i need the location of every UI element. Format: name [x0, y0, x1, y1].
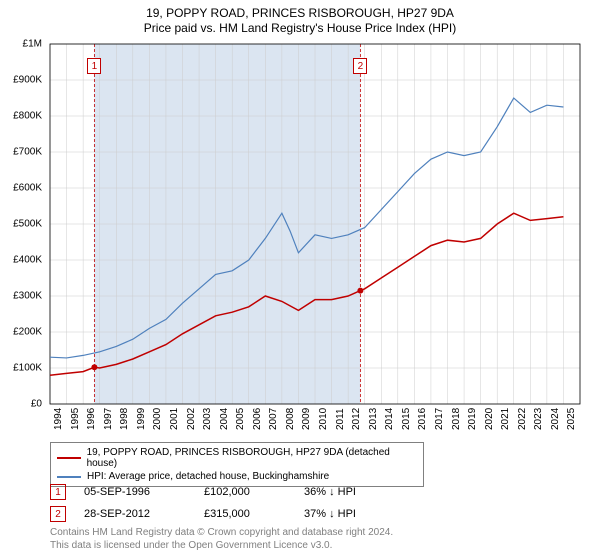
legend-label: 19, POPPY ROAD, PRINCES RISBOROUGH, HP27… — [87, 447, 417, 469]
y-tick-label: £900K — [13, 75, 42, 86]
y-tick-label: £600K — [13, 183, 42, 194]
transaction-price: £102,000 — [204, 486, 304, 498]
legend: 19, POPPY ROAD, PRINCES RISBOROUGH, HP27… — [50, 442, 424, 487]
y-tick-label: £0 — [31, 399, 42, 410]
x-tick-label: 1999 — [136, 408, 147, 430]
transaction-delta: 36% ↓ HPI — [304, 486, 404, 498]
x-tick-label: 2008 — [285, 408, 296, 430]
transaction-marker: 1 — [50, 484, 66, 500]
y-tick-label: £1M — [23, 39, 42, 50]
transaction-table: 1 05-SEP-1996£102,00036% ↓ HPI 2 28-SEP-201… — [50, 484, 404, 528]
x-tick-label: 1998 — [119, 408, 130, 430]
chart-marker-1: 1 — [87, 58, 101, 74]
x-tick-label: 2010 — [318, 408, 329, 430]
footer-line-1: Contains HM Land Registry data © Crown c… — [50, 526, 393, 539]
y-tick-label: £100K — [13, 363, 42, 374]
y-tick-label: £200K — [13, 327, 42, 338]
transaction-marker: 2 — [50, 506, 66, 522]
x-tick-label: 2012 — [351, 408, 362, 430]
x-axis: 1994 1995 1996 1997 1998 1999 2000 2001 2002 2003… — [50, 406, 580, 436]
chart-title-subtitle: Price paid vs. HM Land Registry's House … — [0, 21, 600, 35]
x-tick-label: 2013 — [368, 408, 379, 430]
x-tick-label: 2022 — [517, 408, 528, 430]
transaction-price: £315,000 — [204, 508, 304, 520]
x-tick-label: 2001 — [169, 408, 180, 430]
y-tick-label: £700K — [13, 147, 42, 158]
legend-swatch — [57, 457, 81, 459]
x-tick-label: 2016 — [417, 408, 428, 430]
footer-line-2: This data is licensed under the Open Gov… — [50, 539, 393, 552]
legend-item: HPI: Average price, detached house, Buck… — [57, 470, 417, 483]
x-tick-label: 2004 — [219, 408, 230, 430]
x-tick-label: 1996 — [86, 408, 97, 430]
x-tick-label: 2009 — [301, 408, 312, 430]
y-tick-label: £400K — [13, 255, 42, 266]
x-tick-label: 1995 — [70, 408, 81, 430]
x-tick-label: 2017 — [434, 408, 445, 430]
chart-marker-2: 2 — [353, 58, 367, 74]
x-tick-label: 2018 — [451, 408, 462, 430]
transaction-date: 05-SEP-1996 — [84, 486, 204, 498]
x-tick-label: 2019 — [467, 408, 478, 430]
x-tick-label: 2023 — [533, 408, 544, 430]
x-tick-label: 2014 — [384, 408, 395, 430]
x-tick-label: 2002 — [186, 408, 197, 430]
y-tick-label: £500K — [13, 219, 42, 230]
legend-label: HPI: Average price, detached house, Buck… — [87, 471, 329, 482]
transaction-row: 2 28-SEP-2012£315,00037% ↓ HPI — [50, 506, 404, 522]
transaction-date: 28-SEP-2012 — [84, 508, 204, 520]
chart-plot-area — [50, 44, 580, 404]
y-tick-label: £800K — [13, 111, 42, 122]
x-tick-label: 2021 — [500, 408, 511, 430]
x-tick-label: 2025 — [566, 408, 577, 430]
x-tick-label: 2007 — [268, 408, 279, 430]
transaction-row: 1 05-SEP-1996£102,00036% ↓ HPI — [50, 484, 404, 500]
x-tick-label: 2020 — [484, 408, 495, 430]
x-tick-label: 2011 — [335, 408, 346, 430]
legend-item: 19, POPPY ROAD, PRINCES RISBOROUGH, HP27… — [57, 446, 417, 470]
transaction-delta: 37% ↓ HPI — [304, 508, 404, 520]
y-axis: £0£100K£200K£300K£400K£500K£600K£700K£80… — [0, 44, 46, 404]
chart-title-address: 19, POPPY ROAD, PRINCES RISBOROUGH, HP27… — [0, 6, 600, 20]
legend-swatch — [57, 476, 81, 478]
x-tick-label: 2024 — [550, 408, 561, 430]
x-tick-label: 1994 — [53, 408, 64, 430]
x-tick-label: 2003 — [202, 408, 213, 430]
x-tick-label: 2005 — [235, 408, 246, 430]
x-tick-label: 2006 — [252, 408, 263, 430]
footer-attribution: Contains HM Land Registry data © Crown c… — [50, 526, 393, 552]
x-tick-label: 1997 — [103, 408, 114, 430]
y-tick-label: £300K — [13, 291, 42, 302]
x-tick-label: 2000 — [152, 408, 163, 430]
x-tick-label: 2015 — [401, 408, 412, 430]
